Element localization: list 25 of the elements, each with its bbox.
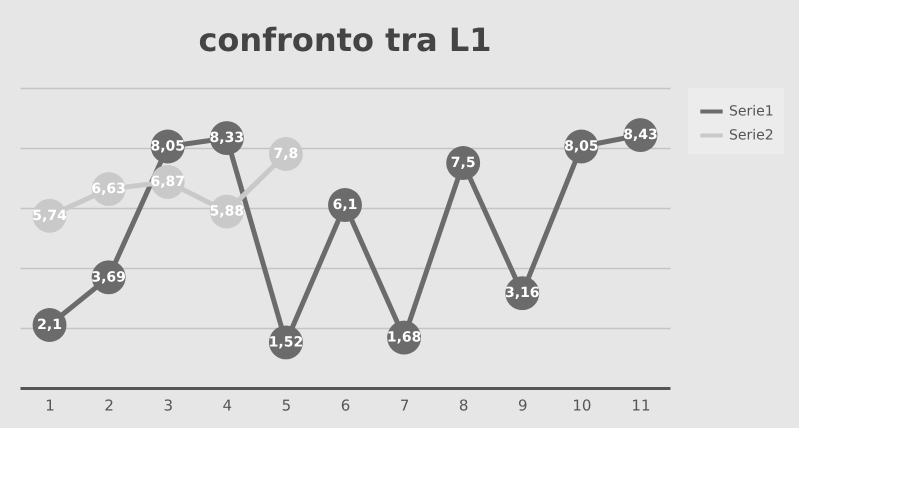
- chart-title: confronto tra L1: [198, 21, 492, 59]
- x-tick-label: 7: [400, 396, 410, 414]
- x-tick-label: 6: [340, 396, 350, 414]
- x-tick-label: 5: [282, 396, 292, 414]
- data-label: 7,5: [450, 155, 476, 171]
- x-tick-label: 11: [631, 396, 650, 414]
- x-tick-label: 4: [222, 396, 232, 414]
- data-label: 1,52: [268, 334, 304, 350]
- x-tick-label: 10: [572, 396, 592, 414]
- data-label: 3,16: [505, 285, 540, 302]
- data-label: 8,33: [210, 130, 244, 146]
- x-tick-label: 2: [104, 396, 114, 414]
- data-label: 3,69: [91, 269, 126, 286]
- x-tick-label: 1: [45, 396, 55, 414]
- data-label: 2,1: [37, 317, 62, 333]
- data-label: 8,43: [623, 127, 658, 144]
- legend-label: Serie2: [729, 128, 774, 144]
- legend-label: Serie1: [729, 104, 774, 120]
- x-tick-label: 3: [163, 396, 173, 414]
- data-label: 8,05: [150, 138, 185, 154]
- x-tick-label: 9: [518, 396, 528, 414]
- data-label: 1,68: [386, 330, 422, 346]
- data-label: 6,1: [332, 197, 358, 213]
- x-tick-label: 8: [458, 396, 468, 414]
- data-label: 8,05: [564, 138, 599, 154]
